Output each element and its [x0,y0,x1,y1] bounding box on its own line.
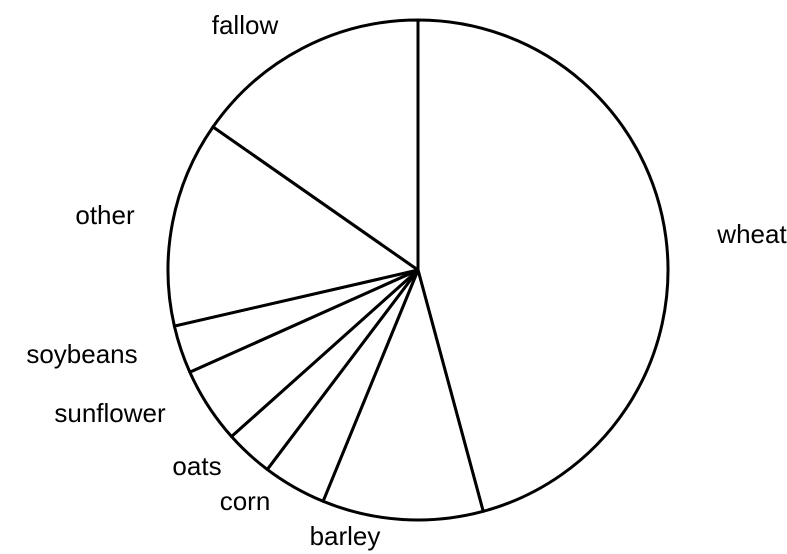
slice-label: corn [220,486,271,516]
slice-label: other [75,200,135,230]
slice-label: oats [172,451,221,481]
pie-slice [211,18,420,272]
slice-label: soybeans [26,339,137,369]
slice-label: sunflower [54,398,166,428]
pie-slice [416,18,670,513]
slice-label: fallow [212,10,279,40]
slice-label: wheat [716,219,787,249]
pie-slice [166,125,420,328]
pie-slice [321,268,485,522]
slice-label: barley [310,521,381,551]
